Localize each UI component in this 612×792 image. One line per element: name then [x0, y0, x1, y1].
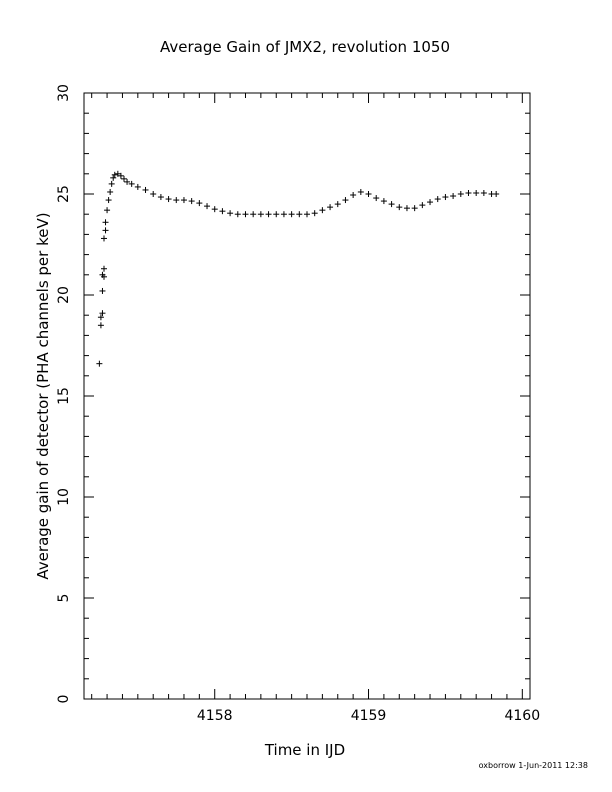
- data-point: [97, 314, 104, 321]
- data-point: [419, 202, 426, 209]
- data-point: [100, 273, 107, 280]
- data-point: [99, 287, 106, 294]
- data-point: [304, 211, 310, 218]
- data-point: [242, 211, 249, 218]
- data-point: [107, 188, 114, 195]
- data-point: [111, 171, 118, 178]
- data-point: [403, 205, 410, 212]
- footer-stamp: oxborrow 1-Jun-2011 12:38: [479, 761, 588, 770]
- y-tick-label: 20: [56, 286, 72, 304]
- data-point: [434, 196, 441, 203]
- chart-title: Average Gain of JMX2, revolution 1050: [160, 38, 450, 56]
- data-point: [150, 191, 157, 197]
- data-point: [388, 201, 395, 208]
- data-point: [296, 211, 303, 218]
- data-point: [120, 175, 127, 182]
- data-point: [350, 192, 357, 199]
- data-point: [110, 174, 117, 181]
- data-point: [117, 172, 124, 179]
- data-point: [257, 211, 264, 218]
- data-point: [196, 200, 203, 207]
- data-points: [96, 170, 500, 367]
- data-point: [134, 183, 141, 190]
- y-tick-label: 25: [56, 185, 72, 203]
- data-point: [114, 170, 121, 177]
- data-point: [102, 227, 109, 234]
- data-point: [234, 211, 241, 218]
- data-point: [165, 196, 172, 203]
- data-point: [99, 310, 106, 317]
- data-point: [96, 360, 103, 367]
- data-point: [465, 189, 472, 196]
- data-point: [342, 197, 349, 204]
- data-point: [157, 194, 164, 201]
- plot-frame: [83, 92, 531, 700]
- data-point: [108, 180, 115, 187]
- data-point: [427, 199, 434, 206]
- data-point: [273, 211, 280, 218]
- y-tick-label: 5: [56, 594, 72, 603]
- data-point: [327, 204, 334, 211]
- data-point: [250, 211, 257, 218]
- y-axis-label: Average gain of detector (PHA channels p…: [34, 212, 52, 579]
- data-point: [450, 193, 457, 200]
- data-point: [480, 189, 487, 196]
- x-tick-label: 4159: [351, 708, 387, 724]
- x-axis-label: Time in IJD: [264, 741, 345, 759]
- data-point: [357, 188, 364, 195]
- x-tick-label: 4160: [504, 708, 540, 724]
- y-tick-label: 15: [56, 387, 72, 405]
- data-point: [102, 219, 109, 226]
- y-tick-label: 30: [56, 84, 72, 102]
- data-point: [105, 197, 112, 204]
- data-point: [457, 191, 464, 197]
- data-point: [311, 210, 318, 217]
- data-point: [365, 191, 372, 197]
- data-point: [280, 211, 287, 218]
- data-point: [97, 322, 104, 329]
- data-point: [265, 211, 272, 218]
- data-point: [473, 189, 480, 196]
- data-point: [442, 194, 449, 201]
- data-point: [219, 208, 226, 215]
- data-point: [380, 198, 387, 205]
- data-point: [104, 207, 111, 214]
- data-point: [319, 207, 326, 214]
- x-tick-label: 4158: [197, 708, 233, 724]
- data-point: [204, 203, 211, 210]
- data-point: [180, 197, 187, 204]
- data-point: [493, 191, 500, 197]
- data-point: [188, 198, 195, 205]
- data-point: [288, 211, 295, 218]
- data-point: [173, 197, 180, 204]
- data-point: [211, 206, 218, 213]
- y-tick-label: 0: [56, 695, 72, 704]
- axis-ticks: 4158 4159 4160 0 5 10 15 20 25 30: [56, 84, 540, 724]
- data-point: [124, 178, 131, 185]
- y-tick-label: 10: [56, 488, 72, 506]
- data-point: [373, 195, 380, 202]
- data-point: [100, 265, 107, 272]
- data-point: [396, 204, 403, 211]
- data-point: [411, 205, 418, 212]
- data-point: [142, 186, 149, 193]
- data-point: [128, 180, 135, 187]
- data-point: [334, 201, 341, 208]
- data-point: [227, 210, 234, 217]
- data-point: [100, 235, 107, 242]
